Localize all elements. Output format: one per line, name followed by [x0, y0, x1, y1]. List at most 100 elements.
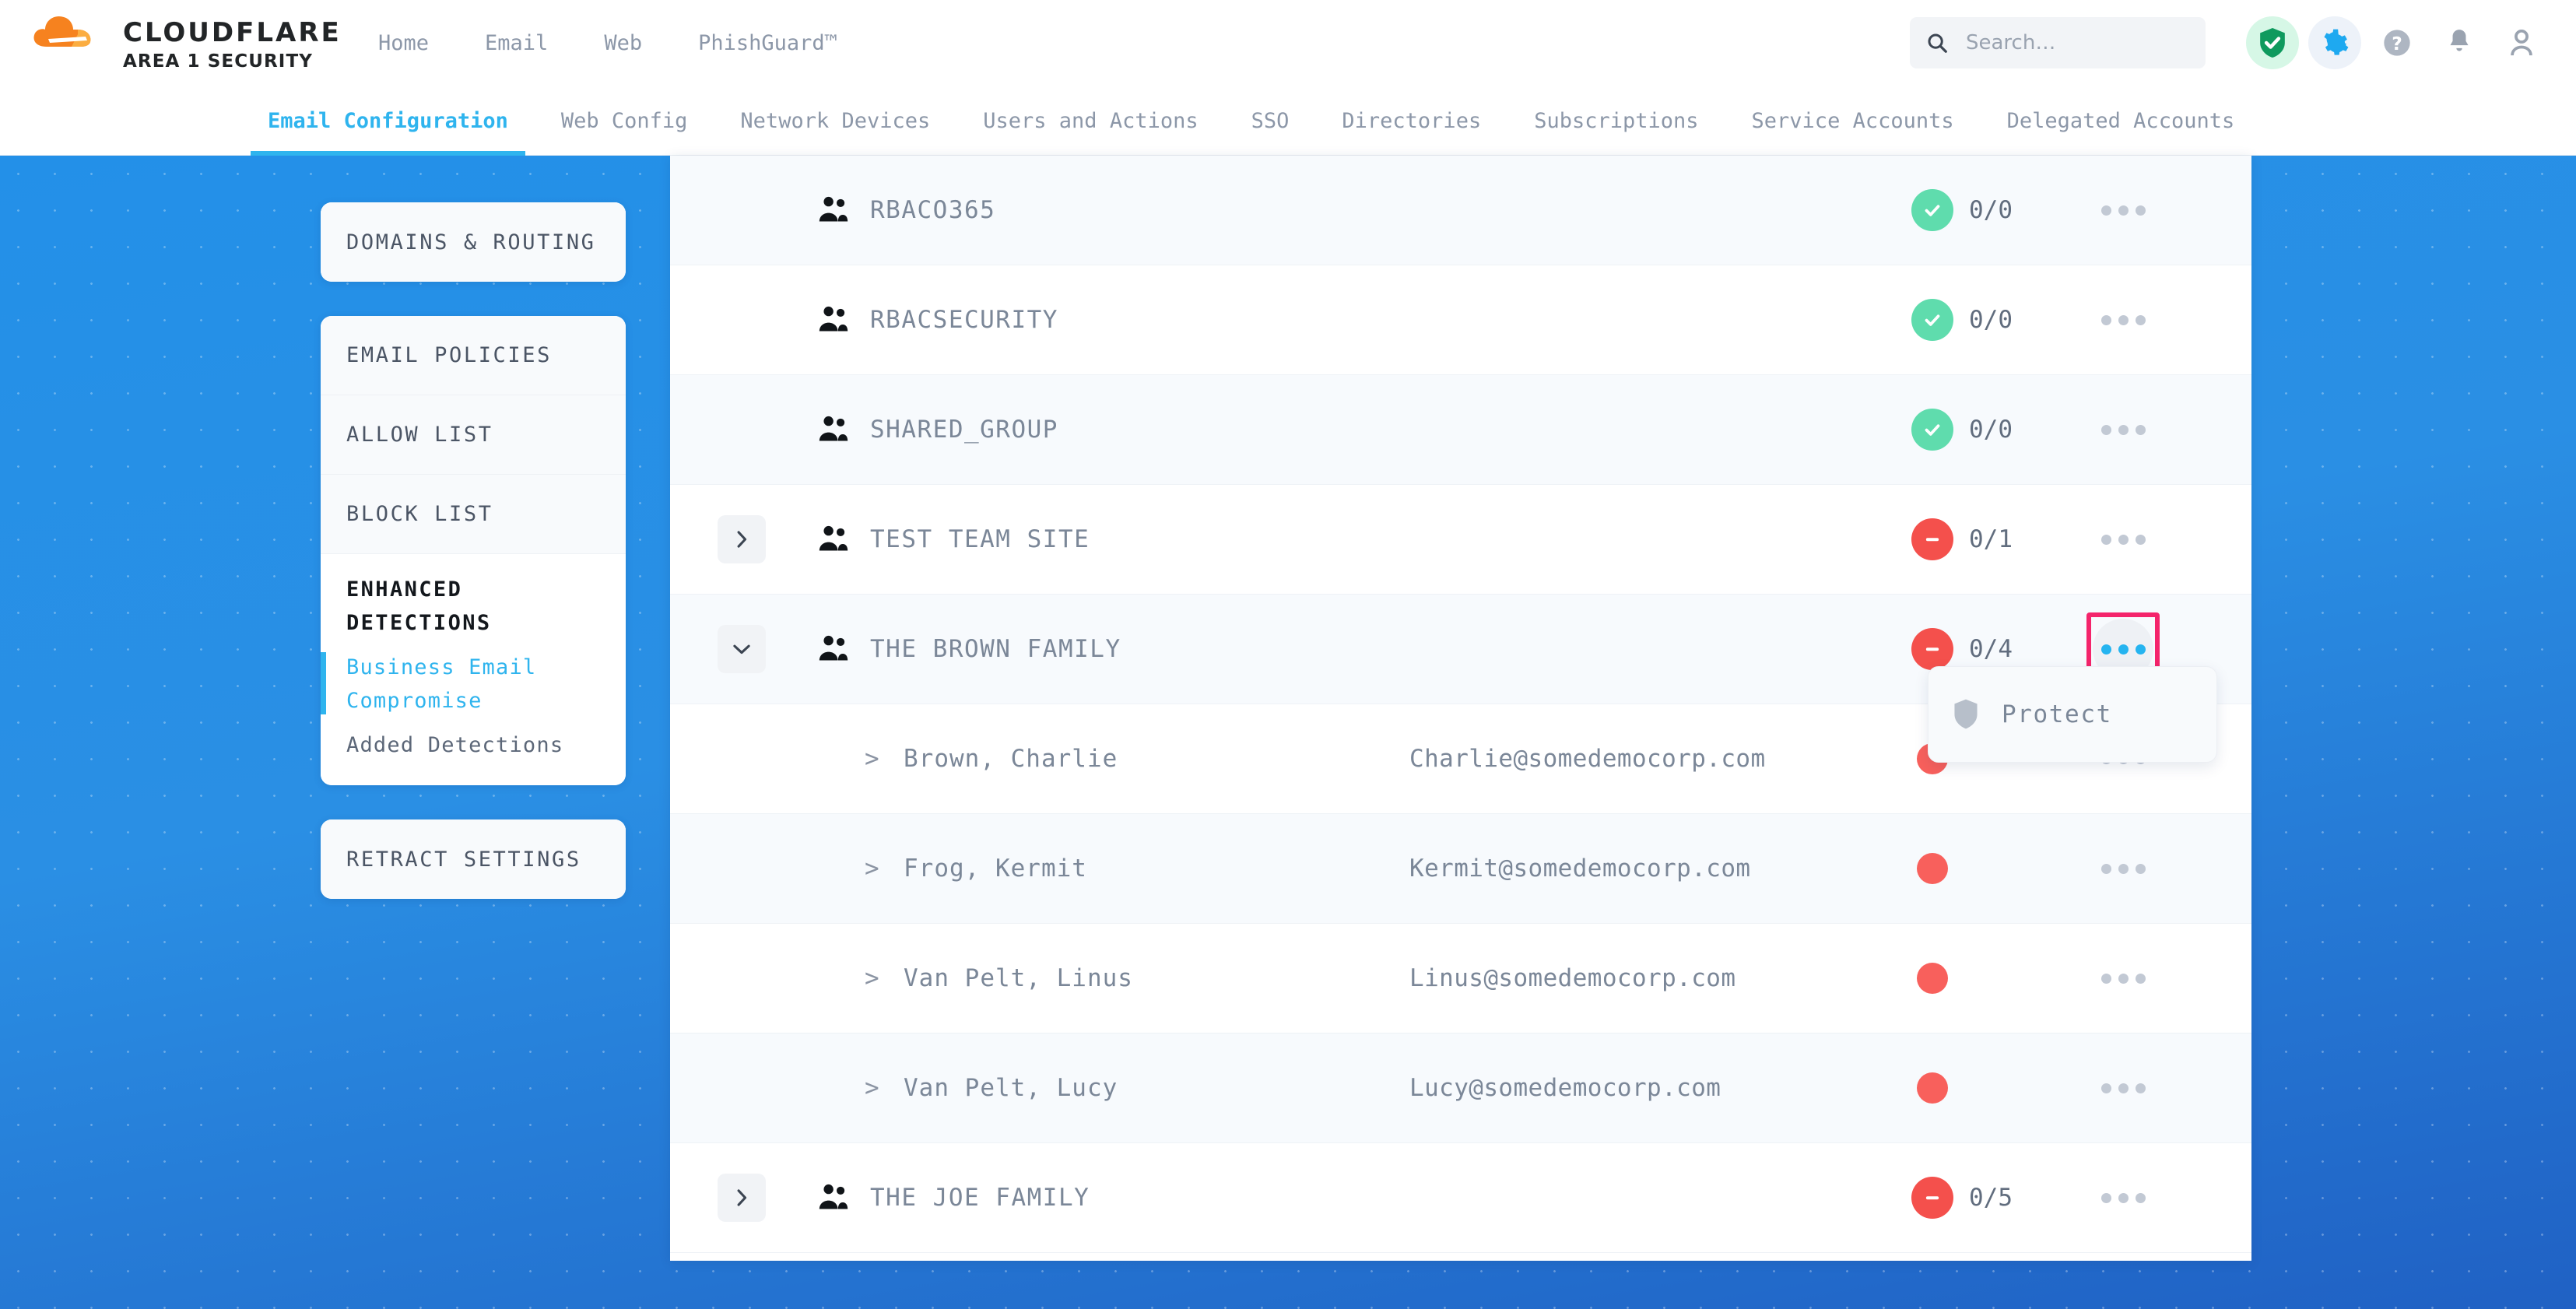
- tab-network-devices[interactable]: Network Devices: [740, 108, 931, 133]
- group-status: 0/0: [1911, 299, 2013, 341]
- expand-chevron-right-icon[interactable]: [718, 1174, 766, 1222]
- sidebar-item-block-list[interactable]: BLOCK LIST: [321, 475, 626, 554]
- member-chevron-right-icon[interactable]: >: [865, 1074, 879, 1102]
- group-status: 0/1: [1911, 518, 2013, 560]
- table-row[interactable]: > Frog, Kermit Kermit@somedemocorp.com: [670, 814, 2251, 924]
- table-row[interactable]: RBACO365 0/0: [670, 156, 2251, 265]
- tab-delegated-accounts[interactable]: Delegated Accounts: [2006, 108, 2235, 133]
- status-dot-icon: [1917, 853, 1948, 884]
- nav-item-home[interactable]: Home: [378, 30, 430, 55]
- table-row[interactable]: THE BROWN FAMILY 0/4 Protect: [670, 595, 2251, 763]
- nav-item-email[interactable]: Email: [485, 30, 549, 55]
- member-chevron-right-icon[interactable]: >: [865, 964, 879, 992]
- cloudflare-cloud-logo-icon: [33, 16, 91, 47]
- shield-check-icon[interactable]: [2246, 16, 2299, 69]
- status-dot-icon: [1917, 963, 1948, 994]
- tab-web-config[interactable]: Web Config: [560, 108, 688, 133]
- tab-users-and-actions[interactable]: Users and Actions: [983, 108, 1199, 133]
- nav-item-web[interactable]: Web: [604, 30, 643, 55]
- member-email: Charlie@somedemocorp.com: [1409, 745, 1766, 773]
- account-glyph: [2511, 29, 2532, 56]
- status-blocked-icon: [1911, 628, 1953, 670]
- group-people-icon: [819, 525, 848, 551]
- sidebar-item-retract-settings[interactable]: RETRACT SETTINGS: [321, 819, 626, 899]
- shield-icon: [1954, 699, 1978, 729]
- status-blocked-icon: [1911, 518, 1953, 560]
- bell-icon[interactable]: [2433, 16, 2486, 69]
- group-status: 0/5: [1911, 1177, 2013, 1219]
- tab-directories[interactable]: Directories: [1342, 108, 1482, 133]
- group-people-icon: [819, 416, 848, 441]
- member-email: Kermit@somedemocorp.com: [1409, 855, 1751, 883]
- bell-glyph: [2450, 30, 2469, 51]
- table-row[interactable]: > Van Pelt, Lucy Lucy@somedemocorp.com: [670, 1034, 2251, 1143]
- group-count: 0/1: [1969, 525, 2013, 553]
- member-status: [1911, 963, 1948, 994]
- tab-service-accounts[interactable]: Service Accounts: [1751, 108, 1954, 133]
- member-name: Van Pelt, Lucy: [904, 1074, 1118, 1102]
- tab-subscriptions[interactable]: Subscriptions: [1534, 108, 1699, 133]
- gear-glyph: [2324, 29, 2349, 55]
- member-chevron-right-icon[interactable]: >: [865, 745, 879, 773]
- context-menu-item-protect[interactable]: Protect: [2002, 700, 2112, 728]
- sidebar-item-added-detections[interactable]: Added Detections: [346, 733, 564, 757]
- table-row[interactable]: TEST TEAM SITE 0/1: [670, 485, 2251, 595]
- table-row[interactable]: THE JOE FAMILY 0/5: [670, 1143, 2251, 1253]
- table-row[interactable]: > Van Pelt, Linus Linus@somedemocorp.com: [670, 924, 2251, 1034]
- group-status: 0/4: [1911, 628, 2013, 670]
- content-canvas: DOMAINS & ROUTING EMAIL POLICIES ALLOW L…: [0, 156, 2576, 1309]
- row-menu-button[interactable]: [2093, 948, 2153, 1009]
- expand-chevron-right-icon[interactable]: [718, 515, 766, 563]
- group-status: 0/0: [1911, 189, 2013, 231]
- group-people-icon: [819, 1184, 848, 1209]
- section-tab-bar: Email Configuration Web Config Network D…: [0, 86, 2576, 156]
- group-count: 0/0: [1969, 196, 2013, 224]
- status-ok-icon: [1911, 409, 1953, 451]
- row-menu-button[interactable]: [2093, 399, 2153, 460]
- row-menu-button[interactable]: [2093, 1167, 2153, 1228]
- sidebar-item-allow-list[interactable]: ALLOW LIST: [321, 395, 626, 475]
- brand-logo-block[interactable]: CLOUDFLARE AREA 1 SECURITY: [31, 8, 358, 78]
- nav-item-phishguard[interactable]: PhishGuard™: [698, 30, 837, 55]
- group-count: 0/0: [1969, 416, 2013, 444]
- member-name: Brown, Charlie: [904, 745, 1118, 773]
- row-menu-button[interactable]: [2093, 290, 2153, 350]
- group-people-icon: [819, 196, 848, 222]
- status-ok-icon: [1911, 189, 1953, 231]
- group-people-icon: [819, 306, 848, 332]
- brand-product: AREA 1 SECURITY: [123, 51, 313, 72]
- enhanced-title-line1: ENHANCED: [346, 577, 463, 602]
- svg-text:?: ?: [2392, 33, 2402, 54]
- group-count: 0/4: [1969, 635, 2013, 663]
- row-menu-button[interactable]: [2093, 1058, 2153, 1118]
- shield-check-glyph: [2260, 28, 2285, 58]
- top-header-bar: CLOUDFLARE AREA 1 SECURITY Home Email We…: [0, 0, 2576, 86]
- tab-sso[interactable]: SSO: [1251, 108, 1290, 133]
- row-menu-button[interactable]: [2093, 180, 2153, 240]
- brand-name: CLOUDFLARE: [123, 17, 342, 48]
- sidebar-item-business-email-compromise[interactable]: Business Email Compromise: [321, 640, 626, 718]
- status-dot-icon: [1917, 1072, 1948, 1104]
- row-menu-button[interactable]: [2093, 509, 2153, 570]
- panel-email-policies: EMAIL POLICIES ALLOW LIST BLOCK LIST ENH…: [321, 316, 626, 785]
- table-row[interactable]: RBACSECURITY 0/0: [670, 265, 2251, 375]
- member-email: Lucy@somedemocorp.com: [1409, 1074, 1721, 1102]
- member-chevron-right-icon[interactable]: >: [865, 855, 879, 883]
- collapse-chevron-down-icon[interactable]: [718, 625, 766, 673]
- group-name: SHARED_GROUP: [870, 416, 1058, 444]
- panel-retract-settings: RETRACT SETTINGS: [321, 819, 626, 899]
- group-people-icon: [819, 635, 848, 661]
- sidebar-item-email-policies[interactable]: EMAIL POLICIES: [321, 316, 626, 395]
- table-row[interactable]: SHARED_GROUP 0/0: [670, 375, 2251, 485]
- panel-domains-routing: DOMAINS & ROUTING: [321, 202, 626, 282]
- account-icon[interactable]: [2495, 16, 2548, 69]
- tab-email-configuration[interactable]: Email Configuration: [241, 86, 535, 156]
- help-icon[interactable]: ?: [2371, 16, 2423, 69]
- search-icon: [1928, 33, 1947, 53]
- gear-icon[interactable]: [2308, 16, 2361, 69]
- row-menu-button[interactable]: [2093, 838, 2153, 899]
- help-glyph: ?: [2384, 30, 2410, 56]
- sidebar-item-domains-routing[interactable]: DOMAINS & ROUTING: [321, 202, 626, 282]
- search-input[interactable]: Search…: [1910, 17, 2206, 68]
- context-menu[interactable]: Protect: [1928, 666, 2217, 763]
